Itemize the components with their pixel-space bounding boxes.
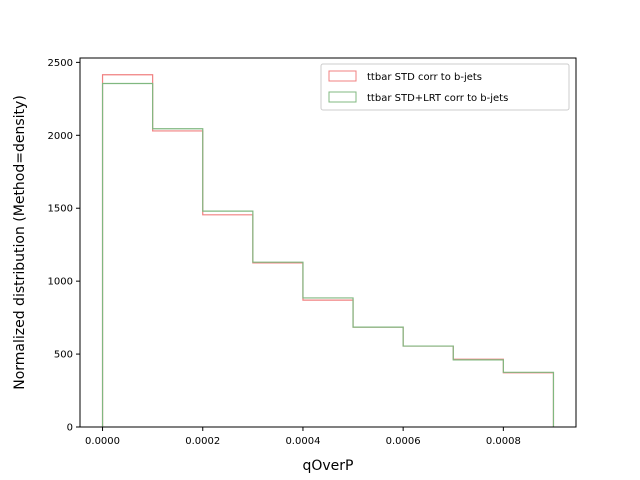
series-layer — [101, 74, 555, 427]
legend-label-1: ttbar STD+LRT corr to b-jets — [367, 93, 508, 104]
axes-frame — [79, 57, 577, 428]
y-tick-label: 1500 — [48, 204, 73, 215]
y-tick-label: 2500 — [48, 58, 73, 69]
x-tick-label: 0.0002 — [185, 436, 220, 447]
x-tick-label: 0.0000 — [85, 436, 120, 447]
legend: ttbar STD corr to b-jets ttbar STD+LRT co… — [320, 63, 570, 111]
y-axis-ticks: 0 500 1000 1500 2000 2500 — [48, 58, 80, 434]
x-tick-label: 0.0008 — [486, 436, 521, 447]
x-axis-label: qOverP — [302, 458, 353, 474]
legend-label-0: ttbar STD corr to b-jets — [367, 72, 482, 83]
x-tick-label: 0.0006 — [386, 436, 421, 447]
y-tick-label: 500 — [54, 350, 73, 361]
y-axis-label: Normalized distribution (Method=density) — [12, 95, 28, 390]
legend-swatch-1 — [328, 91, 357, 103]
legend-swatch-0 — [328, 70, 357, 82]
series-0-step-line — [101, 74, 555, 427]
y-tick-label: 2000 — [48, 131, 73, 142]
legend-frame — [320, 63, 570, 111]
y-tick-label: 0 — [67, 423, 73, 434]
series-1-step-line — [101, 82, 555, 427]
x-axis-ticks: 0.0000 0.0002 0.0004 0.0006 0.0008 — [85, 427, 521, 447]
y-tick-label: 1000 — [48, 277, 73, 288]
x-tick-label: 0.0004 — [285, 436, 320, 447]
